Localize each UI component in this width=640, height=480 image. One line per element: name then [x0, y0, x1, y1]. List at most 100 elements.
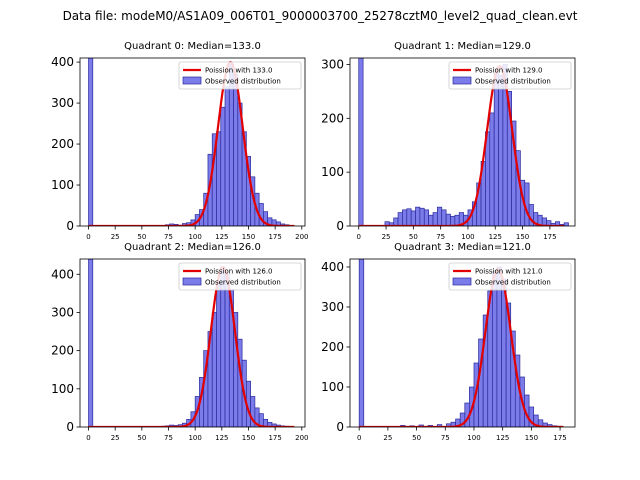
y-tick-label: 300 [321, 57, 344, 71]
y-tick-label: 100 [51, 382, 74, 396]
x-tick-label: 50 [137, 233, 146, 241]
x-tick-label: 25 [111, 434, 120, 442]
plot-area [88, 58, 295, 226]
x-tick-label: 25 [111, 233, 120, 241]
poisson-curve [359, 267, 564, 427]
histogram-bar [88, 259, 94, 427]
subplot-quadrant-0: Quadrant 0: Median=133.0 0 25 50 75 100 125 150… [51, 41, 308, 241]
axes-frame [79, 57, 306, 227]
x-tick-label: 75 [436, 233, 445, 241]
y-tick-label: 400 [51, 55, 74, 69]
poisson-curve [358, 64, 565, 226]
histogram-bar [402, 209, 408, 226]
subplot-title: Quadrant 0: Median=133.0 [124, 41, 261, 52]
histogram-bar [358, 58, 364, 226]
histogram-bar [211, 312, 217, 427]
legend-label-poisson: Poission with 133.0 [205, 67, 273, 75]
axes-frame [349, 258, 576, 428]
histogram-bar [491, 270, 498, 427]
histogram-bar [493, 72, 499, 226]
histogram-bar [397, 212, 403, 226]
x-tick-label: 200 [295, 233, 308, 241]
y-tick-label: 400 [51, 267, 74, 281]
x-tick-label: 175 [268, 434, 281, 442]
legend-label-poisson: Poission with 121.0 [475, 268, 543, 276]
x-tick-label: 0 [357, 434, 361, 442]
x-tick-label: 150 [525, 434, 538, 442]
histogram-bar [393, 217, 399, 226]
histogram-bar [445, 213, 451, 226]
subplot-title: Quadrant 2: Median=126.0 [124, 242, 261, 253]
histogram-bar [432, 212, 438, 226]
x-tick-label: 75 [164, 233, 173, 241]
histogram-bar [437, 206, 443, 226]
y-tick-label: 300 [321, 300, 344, 314]
subplot-quadrant-2: Quadrant 2: Median=126.0 0 25 50 75 100 125 150… [51, 242, 308, 442]
x-tick-label: 125 [496, 434, 509, 442]
legend-bar-swatch [452, 76, 472, 85]
histogram-bar [498, 74, 504, 226]
legend-label-observed: Observed distribution [205, 279, 281, 287]
y-tick-label: 300 [51, 305, 74, 319]
histogram-bar [423, 209, 429, 226]
legend-label-observed: Observed distribution [475, 78, 551, 86]
x-tick-label: 75 [164, 434, 173, 442]
legend-box [448, 61, 572, 90]
subplot-quadrant-1: Quadrant 1: Median=129.0 0 25 50 75 100 125 150… [321, 41, 576, 241]
histogram-bar [224, 86, 230, 226]
x-tick-label: 175 [553, 434, 566, 442]
poisson-curve [88, 60, 295, 226]
histogram-bar [419, 207, 425, 226]
x-tick-label: 125 [215, 434, 228, 442]
y-tick-label: 0 [336, 219, 344, 233]
histogram-bar [224, 273, 230, 427]
x-tick-label: 50 [409, 233, 418, 241]
histogram-bar [406, 208, 412, 226]
legend-label-poisson: Poission with 126.0 [205, 268, 273, 276]
histogram-bar [501, 278, 507, 427]
x-tick-label: 50 [137, 434, 146, 442]
x-tick-label: 150 [242, 233, 255, 241]
y-tick-label: 100 [321, 380, 344, 394]
y-tick-label: 200 [51, 344, 74, 358]
histogram-bar [88, 58, 94, 226]
histogram-bar [496, 266, 502, 427]
histogram-bar [489, 112, 495, 226]
legend-bar-swatch [452, 277, 472, 286]
subplot-quadrant-3: Quadrant 3: Median=121.0 0 25 50 75 100 125 150… [321, 242, 576, 442]
x-tick-label: 125 [215, 233, 228, 241]
legend-label-observed: Observed distribution [475, 279, 551, 287]
histogram-bar [233, 74, 239, 226]
plot-area [88, 259, 295, 427]
y-tick-label: 0 [336, 420, 344, 434]
y-tick-label: 100 [321, 165, 344, 179]
y-tick-label: 200 [321, 111, 344, 125]
y-tick-label: 300 [51, 96, 74, 110]
x-tick-label: 125 [489, 233, 502, 241]
histogram-bar [428, 214, 434, 226]
x-tick-label: 100 [188, 233, 201, 241]
y-tick-label: 200 [51, 137, 74, 151]
axes-frame [349, 57, 576, 227]
poisson-curve [88, 266, 295, 427]
legend-bar-swatch [182, 277, 202, 286]
x-tick-label: 175 [543, 233, 556, 241]
x-tick-label: 175 [268, 233, 281, 241]
y-tick-label: 0 [66, 219, 74, 233]
histogram-bar [410, 210, 416, 226]
histogram-bar [441, 209, 447, 226]
legend-box [178, 61, 302, 90]
x-tick-label: 0 [86, 434, 90, 442]
histogram-bar [220, 266, 226, 427]
x-tick-label: 100 [467, 434, 480, 442]
histogram-bar [415, 206, 421, 226]
legend-label-observed: Observed distribution [205, 78, 281, 86]
subplot-title: Quadrant 3: Median=121.0 [394, 242, 531, 253]
subplot-title: Quadrant 1: Median=129.0 [394, 41, 531, 52]
x-tick-label: 0 [86, 233, 90, 241]
y-tick-label: 0 [66, 420, 74, 434]
x-tick-label: 100 [461, 233, 474, 241]
axes-frame [79, 258, 306, 428]
legend-box [448, 262, 572, 291]
